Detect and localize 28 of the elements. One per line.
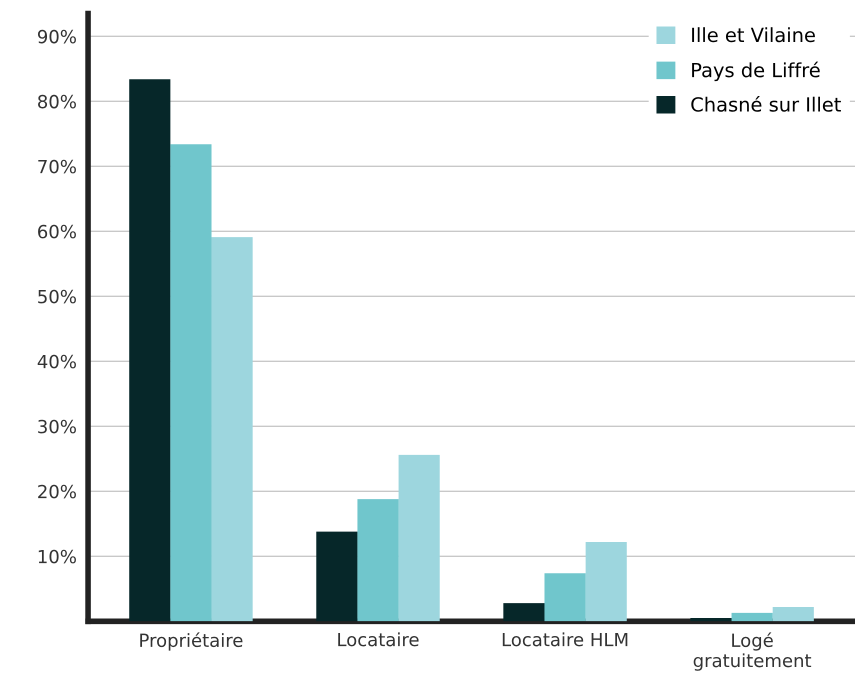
y-tick-label: 60% [38,224,76,238]
y-tick-label: 10% [38,550,76,564]
x-tick-label: Propriétaire [140,632,242,651]
y-tick-label: 30% [38,420,76,434]
x-tick-label: Logé gratuitement [694,632,812,671]
y-tick-label: 40% [38,354,76,368]
bar [212,237,253,622]
bar [690,618,732,622]
bar [503,603,544,622]
legend-label: Chasné sur Illet [691,96,841,112]
bar [772,606,814,622]
bar [170,144,212,622]
bar [544,573,586,622]
x-tick-label: Locataire [338,632,419,646]
legend-label: Ille et Vilaine [692,27,815,42]
bar [732,612,773,622]
y-tick-label: 80% [38,94,76,108]
y-tick-label: 20% [38,484,76,498]
y-tick-label: 50% [38,290,76,304]
bar [357,499,399,622]
bar [129,79,170,622]
legend-label: Pays de Liffré [692,62,820,82]
x-tick-label: Locataire HLM [502,632,628,646]
bar [316,532,358,622]
y-tick-label: 70% [38,160,76,174]
bar [586,542,627,622]
y-tick-label: 90% [38,30,76,44]
bar [398,454,440,622]
